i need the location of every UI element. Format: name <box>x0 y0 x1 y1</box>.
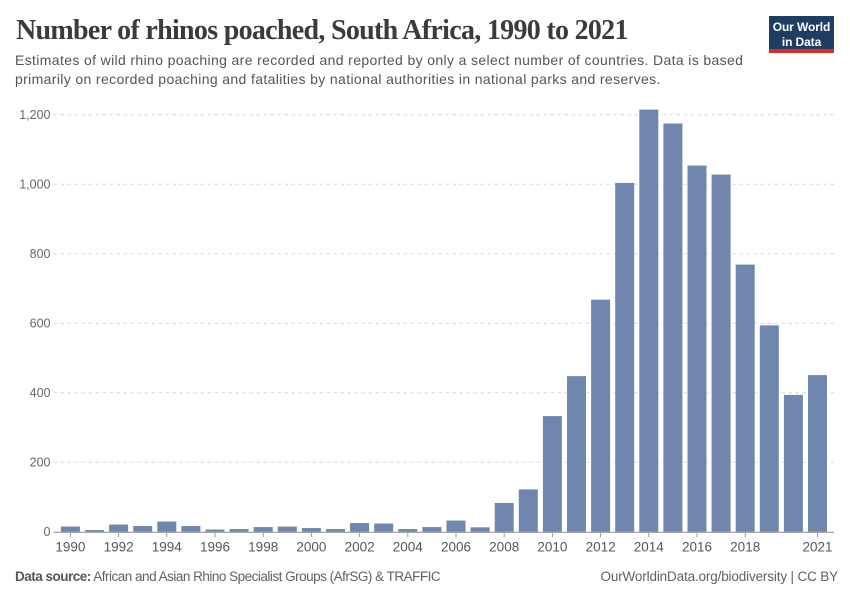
svg-text:2006: 2006 <box>441 539 471 554</box>
svg-text:600: 600 <box>30 317 51 331</box>
svg-text:1,200: 1,200 <box>19 108 50 122</box>
svg-text:2008: 2008 <box>489 539 519 554</box>
svg-text:1990: 1990 <box>55 539 85 554</box>
svg-text:400: 400 <box>30 386 51 400</box>
svg-text:1996: 1996 <box>200 539 230 554</box>
svg-text:2002: 2002 <box>345 539 375 554</box>
svg-text:1992: 1992 <box>104 539 134 554</box>
svg-text:2000: 2000 <box>296 539 326 554</box>
svg-text:2021: 2021 <box>802 539 832 554</box>
svg-text:2014: 2014 <box>634 539 665 554</box>
svg-text:2004: 2004 <box>393 539 424 554</box>
svg-text:2010: 2010 <box>537 539 567 554</box>
svg-text:2016: 2016 <box>682 539 712 554</box>
svg-text:0: 0 <box>44 525 51 539</box>
svg-text:200: 200 <box>30 456 51 470</box>
svg-text:1,000: 1,000 <box>19 178 50 192</box>
svg-text:1998: 1998 <box>248 539 278 554</box>
svg-text:2018: 2018 <box>730 539 760 554</box>
svg-text:2012: 2012 <box>586 539 616 554</box>
svg-text:800: 800 <box>30 247 51 261</box>
svg-text:1994: 1994 <box>152 539 183 554</box>
